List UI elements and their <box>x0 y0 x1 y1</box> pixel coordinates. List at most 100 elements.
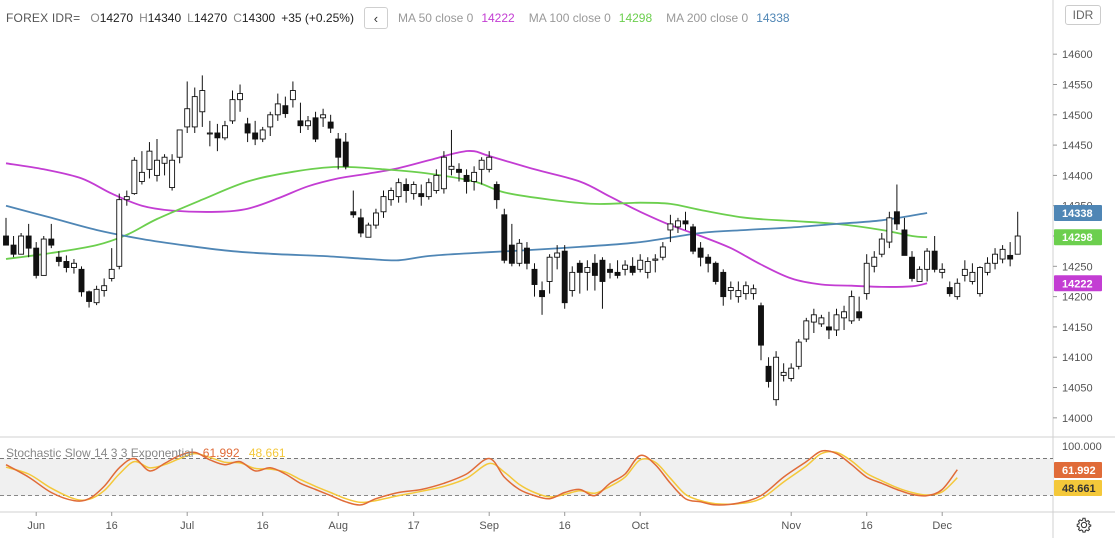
candle-body <box>297 120 304 127</box>
candle <box>433 169 440 194</box>
candle-body <box>259 129 266 140</box>
candle <box>176 129 183 164</box>
candle-body <box>659 246 666 258</box>
candle <box>546 254 553 294</box>
candle-body <box>924 250 931 270</box>
candle <box>403 178 410 203</box>
candle-body <box>478 159 485 170</box>
candle <box>773 351 780 406</box>
candle-body <box>161 156 168 164</box>
candle-body <box>946 287 953 295</box>
candle-body <box>48 238 55 246</box>
candle-body <box>720 271 727 298</box>
candle-body <box>40 238 47 276</box>
candle-body <box>690 226 696 252</box>
chart-legend: FOREX IDR= O 14270 H 14340 L 14270 C 14300 +… <box>6 7 804 29</box>
candle-body <box>931 250 938 270</box>
candle-body <box>403 184 410 192</box>
candle <box>758 302 764 361</box>
candle-body <box>463 174 470 182</box>
candle-body <box>191 96 198 128</box>
collapse-legend-button[interactable]: ‹ <box>363 7 388 29</box>
candle-body <box>63 261 70 268</box>
candle-body <box>365 224 372 238</box>
candle-body <box>584 267 591 273</box>
candle-body <box>471 171 478 182</box>
stochastic-tick-label: 100.000 <box>1062 441 1102 453</box>
low-value: 14270 <box>193 11 228 25</box>
candle-body <box>440 156 447 190</box>
gear-icon[interactable] <box>1075 516 1093 534</box>
candle-body <box>350 211 357 216</box>
candle <box>667 214 674 243</box>
high-value: 14340 <box>147 11 182 25</box>
candle-body <box>818 317 825 325</box>
currency-button[interactable]: IDR <box>1065 5 1101 25</box>
candle <box>131 157 138 195</box>
time-tick-label: 16 <box>559 520 571 532</box>
candle-body <box>637 259 644 270</box>
candle <box>191 87 198 133</box>
candle <box>554 245 561 270</box>
candle <box>18 232 25 255</box>
price-badge-text: 14298 <box>1062 232 1093 244</box>
candle-body <box>909 256 915 279</box>
candle <box>992 248 998 270</box>
candle <box>909 251 915 282</box>
candle <box>924 248 931 282</box>
candle-body <box>999 248 1006 260</box>
candle <box>342 132 349 170</box>
candle-body <box>70 262 77 268</box>
price-tick-label: 14550 <box>1062 79 1093 91</box>
candle <box>267 111 274 137</box>
candle-body <box>123 196 130 201</box>
candle-body <box>682 220 689 225</box>
candle <box>440 151 447 194</box>
stochastic-d-value: 48.661 <box>248 446 286 460</box>
candle <box>418 184 425 206</box>
candle <box>3 217 9 246</box>
candle <box>86 290 93 308</box>
symbol-label: FOREX IDR= <box>6 11 81 25</box>
candle <box>969 263 976 285</box>
price-badge-text: 14338 <box>1062 208 1093 220</box>
candle <box>977 266 983 297</box>
price-tick-label: 14450 <box>1062 140 1093 152</box>
ma100-value: 14298 <box>618 11 653 25</box>
candle-body <box>486 156 493 170</box>
candle <box>591 254 598 291</box>
candle-body <box>320 114 327 119</box>
candle-body <box>221 125 228 139</box>
candle <box>229 90 236 124</box>
candle-body <box>607 268 613 273</box>
candle <box>607 263 613 279</box>
ma-line-ma-200 <box>5 204 928 262</box>
candle-body <box>18 235 25 255</box>
candle-body <box>252 132 259 140</box>
chevron-left-icon: ‹ <box>373 10 379 26</box>
time-tick-label: 17 <box>408 520 420 532</box>
candle <box>63 255 70 273</box>
time-tick-label: 16 <box>861 520 873 532</box>
candle <box>984 257 991 276</box>
candle <box>282 96 289 118</box>
candle-body <box>86 291 93 302</box>
candle <box>841 305 847 330</box>
candle-body <box>780 371 787 376</box>
candle <box>878 232 885 258</box>
candle <box>25 223 32 258</box>
time-tick-label: Jul <box>180 520 194 532</box>
stochastic-badge-text: 48.661 <box>1062 483 1096 495</box>
candle <box>357 208 364 238</box>
candle <box>584 260 591 291</box>
candle-body <box>803 320 810 340</box>
candle <box>448 129 455 176</box>
candle <box>169 154 176 191</box>
ma50-label: MA 50 close 0 <box>397 11 474 25</box>
open-key: O <box>90 11 100 25</box>
candle <box>40 236 47 276</box>
candle <box>644 257 651 279</box>
candle-body <box>433 174 440 192</box>
candle <box>690 223 696 255</box>
